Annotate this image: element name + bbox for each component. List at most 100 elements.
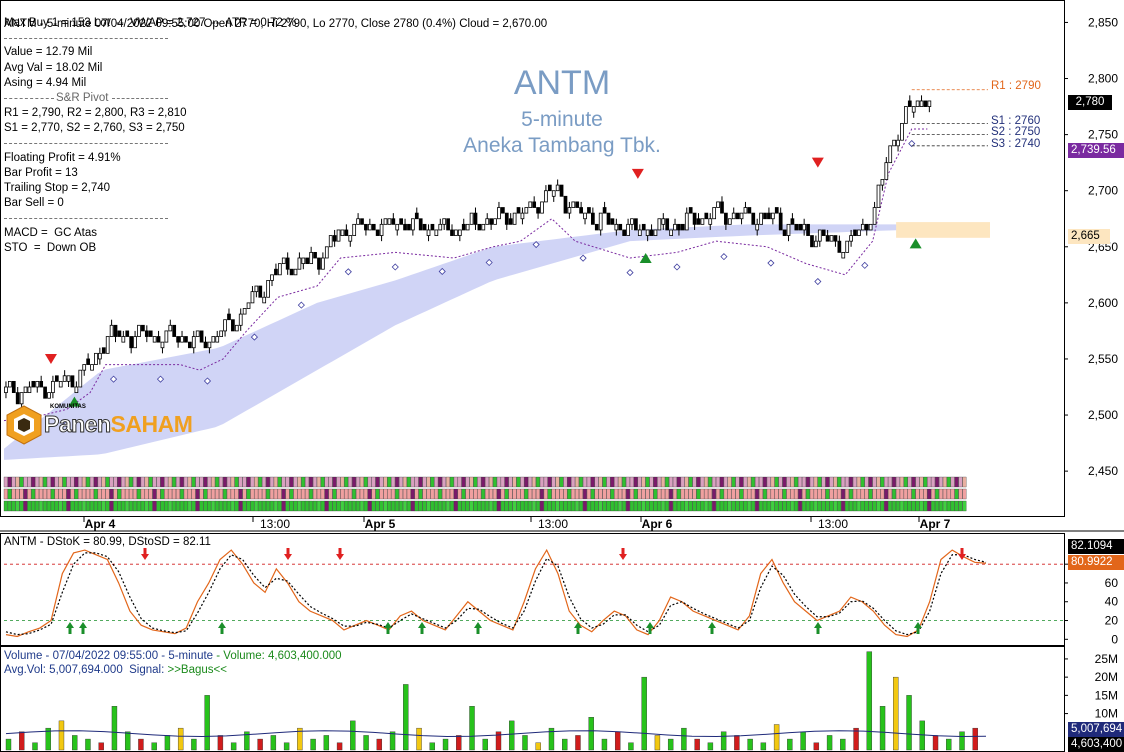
heat-cell <box>817 500 822 512</box>
heat-cell <box>508 476 513 488</box>
level-s3-label: S3 : 2740 <box>991 138 1041 150</box>
heat-cell <box>226 500 231 512</box>
heat-cell <box>164 488 169 500</box>
heat-cell <box>160 500 165 512</box>
candle-body <box>309 251 314 265</box>
heat-cell <box>809 488 814 500</box>
candle-body <box>395 223 400 231</box>
sto-y-tick-label: 20 <box>1105 614 1119 628</box>
heat-cell <box>954 488 959 500</box>
heat-cell <box>559 476 564 488</box>
buy-signal-arrow <box>909 238 922 249</box>
heat-cell <box>868 488 873 500</box>
sto-buy-arrow <box>914 622 922 634</box>
volume-bar <box>482 738 488 751</box>
heat-cell <box>293 476 298 488</box>
heat-cell <box>352 500 356 512</box>
logo-tagline: KOMUNITAS <box>50 404 86 410</box>
heat-cell <box>766 500 771 512</box>
heat-cell <box>790 488 795 500</box>
heat-cell <box>880 488 885 500</box>
heat-cell <box>641 500 646 512</box>
heat-cell <box>140 488 145 500</box>
heat-cell <box>852 476 857 488</box>
heat-cell <box>410 500 415 512</box>
heat-cell <box>727 476 732 488</box>
heat-cell <box>320 476 325 488</box>
heat-cell <box>489 476 493 488</box>
candle-body <box>39 380 44 388</box>
pivot-separator-right <box>112 98 168 99</box>
heat-cell <box>207 476 212 488</box>
heat-cell <box>289 488 294 500</box>
candle-body <box>688 207 693 214</box>
heat-cell <box>179 500 184 512</box>
heat-cell <box>101 488 106 500</box>
sto-sell-arrow <box>958 548 966 560</box>
trailing-stop-tag: 2,739.56 <box>1068 143 1124 158</box>
heat-cell <box>637 476 642 488</box>
heat-cell <box>962 476 967 488</box>
info-separator <box>4 38 168 39</box>
header-symbol: ANTM <box>4 18 37 30</box>
heat-cell <box>211 488 216 500</box>
heat-cell <box>958 488 963 500</box>
candle-body <box>98 352 102 360</box>
candle-body <box>614 223 619 231</box>
y-tick-label: 2,700 <box>1088 184 1118 198</box>
header-line-2: Max Buy 1 = 153 Lot -- VWAP = 2,727 -- A… <box>4 17 297 29</box>
info-macd: MACD = GC Atas <box>4 227 97 239</box>
diamond-marker <box>532 240 540 249</box>
heat-cell <box>309 476 313 488</box>
candle-body <box>446 218 450 231</box>
candle-body <box>19 392 24 405</box>
header-cloud: Cloud = 2,670.00 <box>459 18 548 30</box>
heat-cell <box>156 500 161 512</box>
candle-body <box>794 223 799 231</box>
heat-cell <box>606 488 611 500</box>
heat-cell <box>39 488 43 500</box>
heat-cell <box>250 500 255 512</box>
candle-body <box>262 296 267 304</box>
heat-cell <box>532 476 536 488</box>
candle-body <box>176 336 180 343</box>
heat-cell <box>860 488 865 500</box>
heat-cell <box>848 488 853 500</box>
y-tick-label: 2,600 <box>1088 296 1118 310</box>
heat-cell <box>766 488 771 500</box>
heat-cell <box>344 500 349 512</box>
heat-cell <box>46 476 51 488</box>
heat-cell <box>841 476 846 488</box>
heat-cell <box>774 476 779 488</box>
heat-cell <box>70 488 75 500</box>
heat-cell <box>672 500 677 512</box>
heat-cell <box>950 476 955 488</box>
volume-bar <box>217 735 224 751</box>
candle-body <box>692 212 697 225</box>
heat-cell <box>516 500 521 512</box>
heat-cell <box>790 500 795 512</box>
heat-cell <box>762 476 767 488</box>
heat-cell <box>42 500 47 512</box>
candle-body <box>630 218 634 225</box>
candle-body <box>872 207 877 225</box>
candle-body <box>684 212 689 231</box>
heat-cell <box>751 476 756 488</box>
diamond-marker <box>438 267 446 276</box>
candle-body <box>810 235 814 248</box>
heat-cell <box>328 488 333 500</box>
heat-cell <box>324 500 329 512</box>
heat-cell <box>942 500 947 512</box>
heat-cell <box>50 488 55 500</box>
cloud-future <box>896 222 990 238</box>
y-tick-label: 2,450 <box>1088 464 1118 478</box>
heat-cell <box>594 476 599 488</box>
cloud-tag: 2,665 <box>1068 229 1110 244</box>
heat-cell <box>266 500 270 512</box>
heat-cell <box>355 488 360 500</box>
heat-cell <box>89 476 94 488</box>
heat-cell <box>148 476 153 488</box>
heat-cell <box>31 476 36 488</box>
heat-cell <box>665 488 670 500</box>
